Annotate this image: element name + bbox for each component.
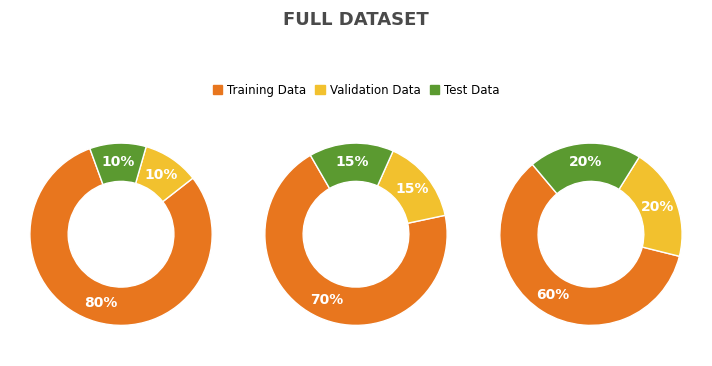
Text: 20%: 20%: [570, 156, 602, 169]
Text: 10%: 10%: [102, 155, 135, 169]
Text: 15%: 15%: [395, 182, 429, 196]
Text: 10%: 10%: [145, 168, 178, 182]
Wedge shape: [619, 157, 682, 256]
Wedge shape: [377, 151, 445, 223]
Text: 15%: 15%: [335, 155, 369, 169]
Wedge shape: [135, 147, 193, 202]
Wedge shape: [500, 164, 679, 325]
Wedge shape: [265, 155, 447, 325]
Wedge shape: [310, 143, 393, 188]
Text: 60%: 60%: [536, 288, 570, 302]
Text: 70%: 70%: [310, 293, 343, 307]
Wedge shape: [90, 143, 146, 184]
Wedge shape: [30, 149, 212, 325]
Text: 20%: 20%: [641, 200, 674, 214]
Wedge shape: [533, 143, 639, 194]
Legend: Training Data, Validation Data, Test Data: Training Data, Validation Data, Test Dat…: [208, 79, 504, 101]
Text: 80%: 80%: [85, 296, 118, 310]
Text: FULL DATASET: FULL DATASET: [283, 11, 429, 29]
